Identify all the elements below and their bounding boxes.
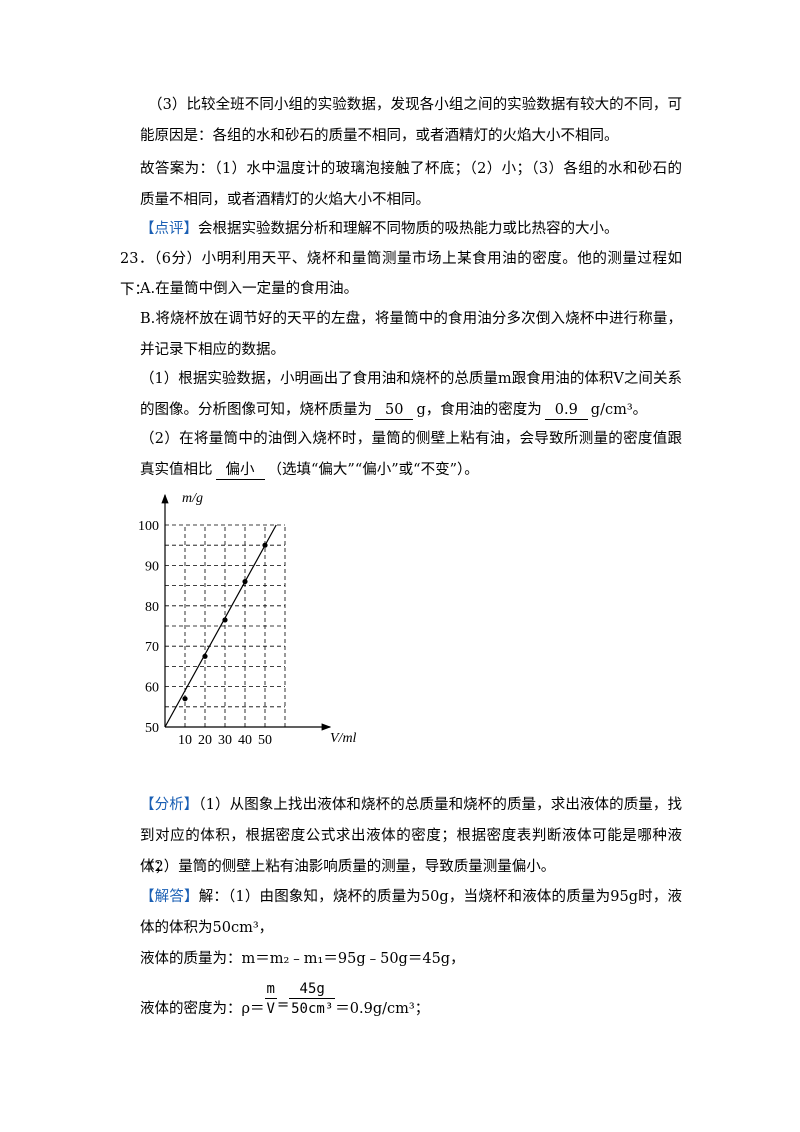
- analysis-line: （2）量筒的侧壁上粘有油影响质量的测量，导致质量测量偏小。: [140, 859, 556, 875]
- x-tick-label: 10: [178, 733, 192, 748]
- fraction: 45g 50cm³: [289, 980, 336, 1019]
- text: （6分）小明利用天平、烧杯和量筒测量市场上某食用油的密度。他的测量过程如下：: [120, 251, 682, 298]
- numerator: 45g: [289, 980, 336, 999]
- text: （1）根据实验数据，小明画出了食用油和烧杯的总质量m跟食用油的体积V之间关系的图…: [140, 371, 682, 418]
- text: g/cm³。: [590, 402, 648, 418]
- text: （1）从图象上找出液体和烧杯的总质量和烧杯的质量，求出液体的质量，找到对应的体积…: [140, 797, 682, 875]
- numerator: m: [264, 981, 277, 999]
- chart: m/g V/ml 50 60 70 80 90 100 10 20 30 40 50: [138, 491, 357, 748]
- text: g，食用油的密度为: [416, 402, 542, 418]
- denominator: V: [266, 1001, 275, 1017]
- tag: 【分析】: [140, 797, 199, 813]
- fit-line: [164, 524, 277, 728]
- text: （2）在将量筒中的油倒入烧杯时，量筒的侧壁上粘有油，会导致所测量的密度值跟真实值…: [140, 431, 682, 478]
- point: [262, 542, 268, 548]
- part: （2）在将量筒中的油倒入烧杯时，量筒的侧壁上粘有油，会导致所测量的密度值跟真实值…: [140, 424, 682, 486]
- text: 液体的密度为：ρ＝: [140, 1001, 265, 1017]
- question-stem: 23．（6分）小明利用天平、烧杯和量筒测量市场上某食用油的密度。他的测量过程如下…: [120, 244, 682, 306]
- text: =: [276, 997, 290, 1013]
- step: A.在量筒中倒入一定量的食用油。: [140, 281, 359, 297]
- number: 23．: [120, 251, 155, 267]
- blank: 50: [375, 401, 414, 420]
- y-tick-label: 60: [145, 681, 159, 696]
- blank: 偏小: [215, 461, 265, 480]
- analysis: 【分析】（1）从图象上找出液体和烧杯的总质量和烧杯的质量，求出液体的质量，找到对…: [140, 790, 682, 883]
- point: [182, 696, 188, 702]
- y-tick-label: 100: [138, 519, 159, 534]
- comment: 【点评】会根据实验数据分析和理解不同物质的吸热能力或比热容的大小。: [140, 214, 682, 245]
- equation: 液体的质量为：m＝m₂﹣m₁＝95g﹣50g＝45g，: [140, 951, 465, 967]
- text: ＝0.9g/cm³；: [335, 1001, 430, 1017]
- y-axis-label: m/g: [182, 491, 203, 506]
- equation: 液体的密度为：ρ＝ m V = 45g 50cm³ ＝0.9g/cm³；: [140, 980, 682, 1019]
- point: [202, 653, 208, 659]
- y-tick-label: 80: [145, 600, 159, 615]
- part: （1）根据实验数据，小明画出了食用油和烧杯的总质量m跟食用油的体积V之间关系的图…: [140, 364, 682, 426]
- text: 解：（1）由图象知，烧杯的质量为50g，当烧杯和液体的质量为95g时，液体的体积…: [140, 889, 682, 936]
- text: （选填“偏大”“偏小”或“不变”）。: [267, 462, 479, 478]
- denominator: 50cm³: [291, 1001, 334, 1017]
- y-tick-label: 70: [145, 640, 159, 655]
- tag: 【解答】: [140, 889, 199, 905]
- x-tick-label: 30: [218, 733, 232, 748]
- paragraph: （3）比较全班不同小组的实验数据，发现各小组之间的实验数据有较大的不同，可能原因…: [140, 97, 682, 144]
- blank: 0.9: [544, 401, 588, 420]
- answer: 【解答】解：（1）由图象知，烧杯的质量为50g，当烧杯和液体的质量为95g时，液…: [140, 882, 682, 944]
- text: 会根据实验数据分析和理解不同物质的吸热能力或比热容的大小。: [198, 221, 619, 237]
- x-tick-label: 20: [198, 733, 212, 748]
- tag: 【点评】: [140, 221, 198, 237]
- step: B.将烧杯放在调节好的天平的左盘，将量筒中的食用油分多次倒入烧杯中进行称量，并记…: [140, 311, 682, 358]
- point: [222, 617, 228, 623]
- x-tick-label: 40: [238, 733, 252, 748]
- x-tick-label: 50: [258, 733, 272, 748]
- paragraph: 故答案为：（1）水中温度计的玻璃泡接触了杯底；（2）小；（3）各组的水和砂石的质…: [140, 161, 682, 208]
- y-tick-label: 50: [145, 721, 159, 736]
- y-tick-label: 90: [145, 559, 159, 574]
- point: [242, 578, 248, 585]
- x-axis-label: V/ml: [330, 731, 357, 746]
